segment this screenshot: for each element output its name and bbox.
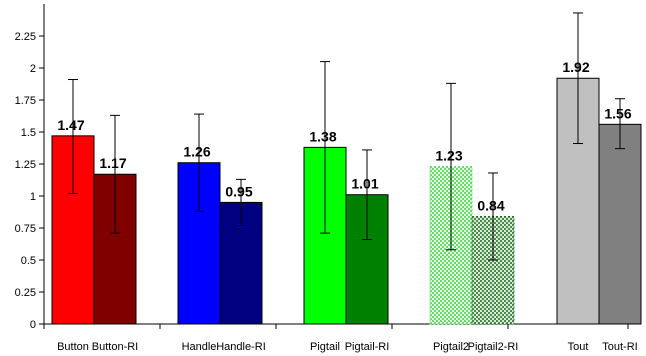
y-tick-label: 2.25 (15, 31, 36, 43)
y-axis: 0 0.25 0.5 0.75 1 1.25 1.5 1.75 2 2.25 (15, 4, 629, 331)
y-tick-label: 0.75 (15, 223, 36, 235)
category-label: Handle-RI (216, 341, 266, 353)
y-tick-label: 1.75 (15, 95, 36, 107)
category-label: Button (57, 341, 89, 353)
y-tick-label: 0.5 (21, 255, 36, 267)
category-label: Tout (568, 341, 589, 353)
data-label: 1.92 (562, 59, 589, 75)
data-label: 1.01 (351, 176, 378, 192)
y-tick-label: 1.5 (21, 127, 36, 139)
y-tick-label: 1 (30, 191, 36, 203)
data-label: 1.38 (309, 128, 336, 144)
bars (51, 77, 642, 325)
data-label: 1.26 (183, 144, 210, 160)
data-labels: 1.47 1.17 1.26 0.95 1.38 1.01 1.23 0.84 1.92 1.56 (57, 59, 631, 213)
error-bars (68, 12, 625, 261)
category-label: Pigtail-RI (345, 341, 390, 353)
x-axis-labels: Button Button-RI Handle Handle-RI Pigtail Pig… (57, 341, 638, 353)
category-label: Tout-RI (602, 341, 637, 353)
data-label: 0.84 (477, 197, 504, 213)
data-label: 1.17 (99, 155, 126, 171)
data-label: 0.95 (225, 183, 252, 199)
bar-pigtail2-ri (471, 215, 515, 325)
data-label: 1.47 (57, 117, 84, 133)
bar-tout-ri (598, 123, 642, 325)
category-label: Pigtail2 (433, 341, 469, 353)
category-label: Pigtail2-RI (468, 341, 519, 353)
category-label: Button-RI (92, 341, 138, 353)
y-tick-label: 0.25 (15, 287, 36, 299)
y-tick-label: 2 (30, 63, 36, 75)
data-label: 1.23 (435, 148, 462, 164)
data-label: 1.56 (604, 105, 631, 121)
y-tick-label: 1.25 (15, 159, 36, 171)
y-tick-label: 0 (30, 319, 36, 331)
category-label: Handle (182, 341, 217, 353)
category-label: Pigtail (310, 341, 340, 353)
